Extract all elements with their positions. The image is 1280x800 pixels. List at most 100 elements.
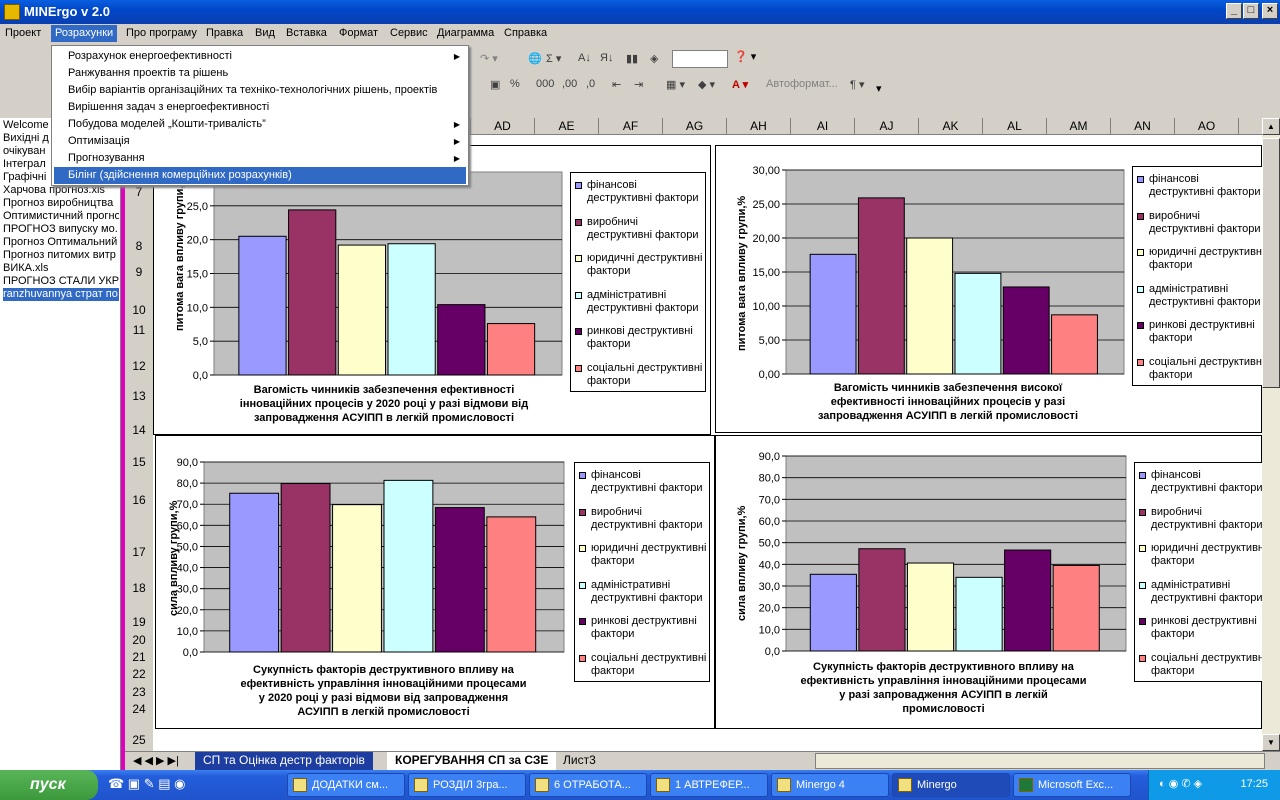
sort-desc-icon[interactable]: Я↓: [600, 52, 614, 64]
row-header[interactable]: 22: [132, 667, 146, 681]
row-header[interactable]: 8: [135, 239, 143, 253]
file-item[interactable]: Оптимистичний прогно: [3, 210, 119, 222]
taskbar-item[interactable]: РОЗДІЛ 3гра...: [408, 773, 526, 797]
chart-1[interactable]: 0,0 5,0 10,0 15,0 20,0 25,0 питома вага вплив…: [153, 145, 711, 435]
taskbar-item[interactable]: ДОДАТКИ см...: [287, 773, 405, 797]
dropdown-item-cost-duration[interactable]: Побудова моделей „Кошти-тривалість” ▶: [54, 116, 466, 133]
chart-4[interactable]: 0,0 10,0 20,0 30,0 40,0 50,0 60,0 70,0 80,0 90,0 …: [715, 435, 1266, 729]
row-header[interactable]: 19: [132, 615, 146, 629]
minimize-button[interactable]: _: [1226, 3, 1242, 19]
column-header[interactable]: AI: [791, 118, 855, 135]
menu-calculations[interactable]: Розрахунки: [51, 25, 118, 42]
menu-chart[interactable]: Диаграмма: [437, 27, 495, 39]
dropdown-item-billing[interactable]: Білінг (здійснення комерційних розрахунк…: [54, 167, 466, 184]
font-color-icon[interactable]: A ▾: [732, 79, 749, 91]
taskbar-item[interactable]: Minergo 4: [771, 773, 889, 797]
file-item[interactable]: Прогноз виробництва: [3, 197, 114, 209]
autoformat-button[interactable]: Автоформат...: [766, 78, 838, 90]
file-item[interactable]: Вихідні д: [3, 132, 49, 144]
zoom-select[interactable]: [672, 50, 728, 68]
paragraph-icon[interactable]: ¶ ▾: [850, 79, 865, 91]
fill-color-icon[interactable]: ◆ ▾: [698, 79, 716, 91]
indent-icon[interactable]: ⇥: [634, 79, 644, 91]
taskbar-item[interactable]: Microsoft Exc...: [1013, 773, 1131, 797]
drawing-icon[interactable]: ◈: [650, 53, 659, 65]
row-header[interactable]: 12: [132, 359, 146, 373]
row-header[interactable]: 16: [132, 493, 146, 507]
dropdown-item-forecasting[interactable]: Прогнозування ▶: [54, 150, 466, 167]
row-header[interactable]: 13: [132, 389, 146, 403]
dropdown-item-variant-selection[interactable]: Вибір варіантів організаційних та технік…: [54, 82, 466, 99]
close-button[interactable]: ×: [1262, 3, 1278, 19]
column-header[interactable]: AG: [663, 118, 727, 135]
column-header[interactable]: AE: [535, 118, 599, 135]
column-header[interactable]: AL: [983, 118, 1047, 135]
row-header[interactable]: 11: [132, 323, 146, 337]
file-item[interactable]: ПРОГНОЗ СТАЛИ УКР: [3, 275, 119, 287]
taskbar-item[interactable]: 6 ОТРАБОТА...: [529, 773, 647, 797]
borders-icon[interactable]: ▦ ▾: [666, 79, 685, 91]
file-item[interactable]: Графічні: [3, 171, 47, 183]
file-item[interactable]: очікуван: [3, 145, 46, 157]
column-header[interactable]: AF: [599, 118, 663, 135]
decrease-decimal-icon[interactable]: ,0: [586, 78, 596, 90]
file-item-selected[interactable]: ranzhuvannya страт по: [3, 288, 119, 301]
taskbar-item[interactable]: 1 АВТРЕФЕР...: [650, 773, 768, 797]
menu-help[interactable]: Справка: [504, 27, 548, 39]
taskbar-item-active[interactable]: Minergo: [892, 773, 1010, 797]
row-header[interactable]: 21: [132, 650, 146, 664]
file-item[interactable]: ПРОГНОЗ випуску мо.: [3, 223, 118, 235]
sheet-tab[interactable]: Лист3: [563, 753, 596, 767]
row-header[interactable]: 14: [132, 423, 146, 437]
toolbar-options-icon[interactable]: ▾: [876, 83, 882, 95]
tab-nav-first-icon[interactable]: ◀ ◀ ▶ ▶|: [133, 755, 179, 767]
redo-icon[interactable]: ↷ ▾: [480, 53, 498, 65]
horizontal-scrollbar[interactable]: [815, 753, 1265, 769]
file-item[interactable]: Інтеграл: [3, 158, 46, 170]
hyperlink-icon[interactable]: 🌐: [528, 53, 542, 65]
panel-splitter[interactable]: [121, 118, 125, 770]
column-header[interactable]: AN: [1111, 118, 1175, 135]
increase-decimal-icon[interactable]: ,00: [562, 78, 578, 90]
menu-insert[interactable]: Вставка: [286, 27, 327, 39]
column-header[interactable]: AD: [471, 118, 535, 135]
tray-icons[interactable]: ◐ ◉ ✆ ◈: [1159, 778, 1203, 790]
row-header[interactable]: 7: [135, 185, 143, 199]
row-header[interactable]: 9: [135, 265, 143, 279]
row-header[interactable]: 24: [132, 702, 146, 716]
row-header[interactable]: 15: [132, 455, 146, 469]
column-header[interactable]: AJ: [855, 118, 919, 135]
file-item[interactable]: Прогноз Оптимальний: [3, 236, 118, 248]
row-header[interactable]: 10: [132, 303, 146, 317]
sheet-tab[interactable]: СП та Оцінка дестр факторів: [195, 752, 373, 770]
file-item[interactable]: Прогноз питомих витр: [3, 249, 116, 261]
file-item[interactable]: ВИКА.xls: [3, 262, 49, 274]
row-header[interactable]: 20: [132, 633, 146, 647]
menu-edit[interactable]: Правка: [206, 27, 244, 39]
outdent-icon[interactable]: ⇤: [612, 79, 622, 91]
quicklaunch-icons[interactable]: ☎ ▣ ✎ ▤ ◉: [108, 776, 186, 791]
thousands-icon[interactable]: 000: [536, 78, 555, 90]
percent-icon[interactable]: %: [510, 78, 520, 90]
help-icon[interactable]: ❓ ▾: [734, 51, 757, 63]
dropdown-item-solve-tasks[interactable]: Вирішення задач з енергоефективності: [54, 99, 466, 116]
scroll-thumb[interactable]: [1262, 138, 1280, 388]
chart-3[interactable]: 0,0 10,0 20,0 30,0 40,0 50,0 60,0 70,0 80,0 90,0 …: [155, 435, 715, 729]
row-header[interactable]: 18: [132, 581, 146, 595]
chart-wizard-icon[interactable]: ▮▮: [626, 53, 639, 65]
vertical-scrollbar[interactable]: ▲ ▼: [1262, 118, 1280, 751]
menu-about[interactable]: Про програму: [126, 27, 197, 39]
scroll-down-icon[interactable]: ▼: [1262, 734, 1280, 751]
chart-2[interactable]: 0,00 5,00 10,00 15,00 20,00 25,00 30,00 питома…: [715, 145, 1267, 433]
worksheet[interactable]: 0,0 5,0 10,0 15,0 20,0 25,0 питома вага вплив…: [153, 135, 1267, 751]
format-painter-icon[interactable]: ▣: [490, 79, 501, 91]
column-header[interactable]: AH: [727, 118, 791, 135]
maximize-button[interactable]: □: [1243, 3, 1259, 19]
column-header[interactable]: AK: [919, 118, 983, 135]
column-header-blank[interactable]: [125, 118, 471, 135]
dropdown-item-optimization[interactable]: Оптимізація ▶: [54, 133, 466, 150]
row-header[interactable]: 25: [132, 733, 146, 747]
row-header[interactable]: 23: [132, 685, 146, 699]
file-item[interactable]: Welcome: [3, 119, 49, 131]
dropdown-item-ranking[interactable]: Ранжування проектів та рішень: [54, 65, 466, 82]
